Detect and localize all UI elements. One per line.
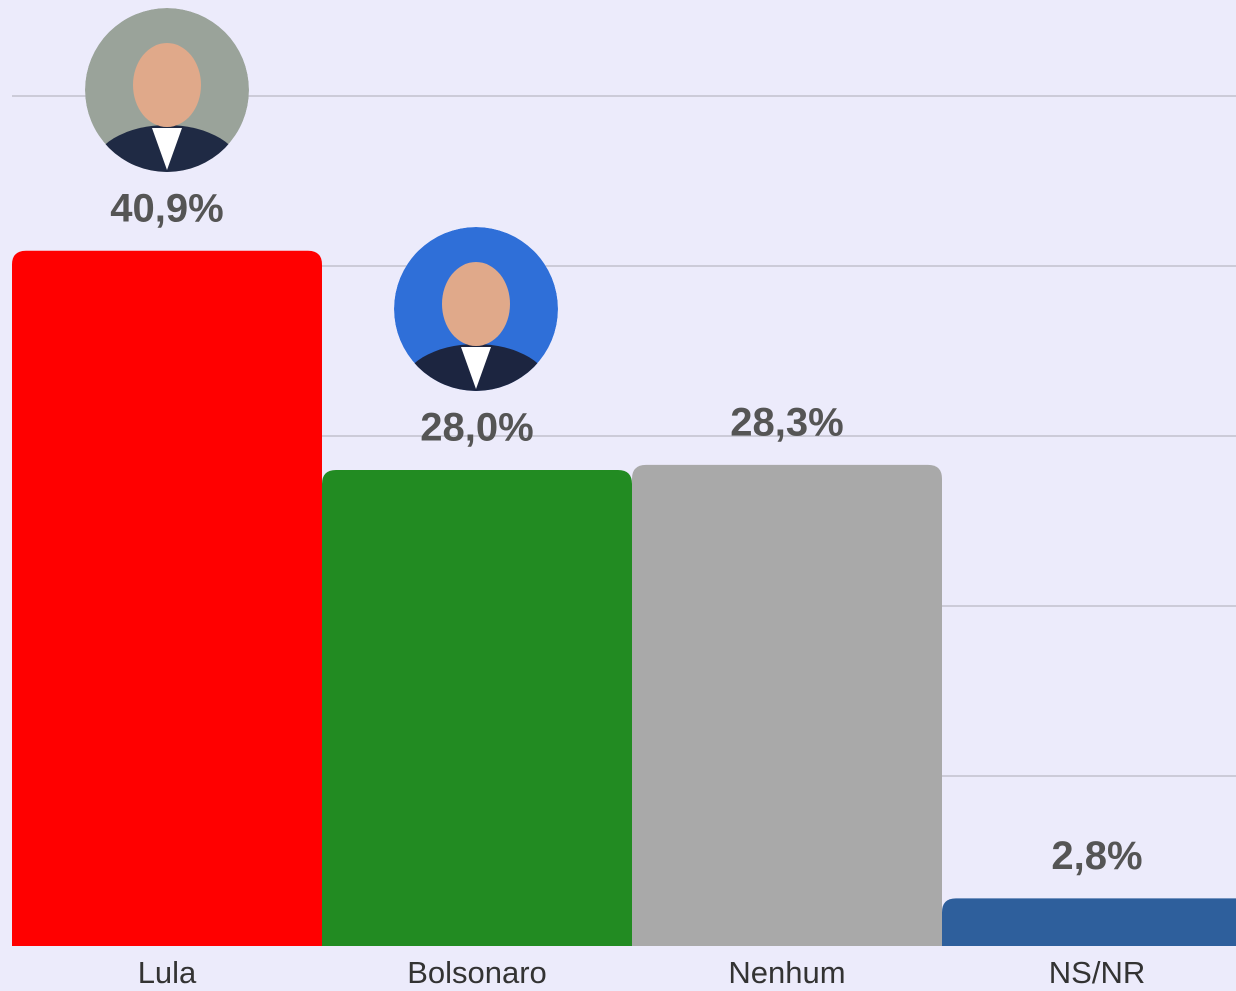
bar bbox=[322, 470, 632, 946]
photo-head bbox=[442, 262, 510, 346]
value-label: 2,8% bbox=[1051, 834, 1142, 878]
bar bbox=[12, 251, 322, 946]
photo-head bbox=[133, 43, 201, 127]
bar bbox=[942, 898, 1236, 946]
photo bbox=[394, 227, 558, 434]
value-label: 40,9% bbox=[110, 186, 223, 230]
x-tick-label: Lula bbox=[138, 955, 197, 990]
x-tick-label: Bolsonaro bbox=[407, 955, 547, 990]
bar bbox=[632, 465, 942, 946]
page: 40,9% Lula 28,0% Bolsonaro 28,3% Nenhum 2,8% NS… bbox=[0, 0, 1236, 991]
value-label: 28,3% bbox=[730, 400, 843, 444]
value-label: 28,0% bbox=[420, 406, 533, 450]
chart: 40,9% Lula 28,0% Bolsonaro 28,3% Nenhum 2,8% NS… bbox=[0, 0, 1236, 991]
x-tick-label: NS/NR bbox=[1049, 955, 1145, 990]
x-tick-label: Nenhum bbox=[728, 955, 845, 990]
photo bbox=[85, 8, 249, 215]
